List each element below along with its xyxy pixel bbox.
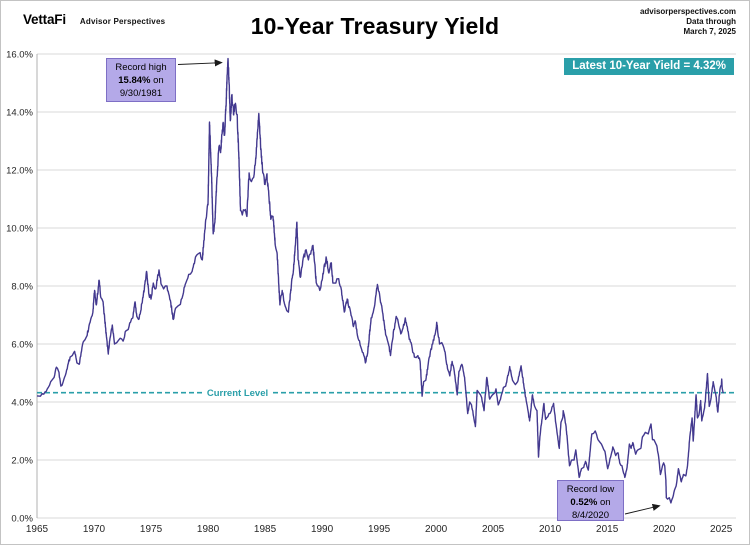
meta-site: advisorperspectives.com (639, 7, 736, 16)
y-axis-tick-labels: 0.0% 2.0% 4.0% 6.0% 8.0% 10.0% 12.0% 14.0% 16.0% (6, 50, 33, 525)
record-low-arrow (624, 503, 661, 515)
x-tick-label: 2010 (539, 524, 562, 535)
record-low-conj: on (600, 497, 611, 508)
y-tick-label: 14.0% (6, 108, 33, 119)
header-meta: advisorperspectives.com Data through Mar… (640, 7, 736, 37)
header-logo-row: VettaFi Advisor Perspectives (23, 12, 165, 27)
x-tick-label: 1975 (140, 524, 163, 535)
record-low-date: 8/4/2020 (572, 510, 609, 521)
yield-line (37, 57, 724, 504)
x-tick-label: 1995 (368, 524, 391, 535)
latest-yield-badge: Latest 10-Year Yield = 4.32% (564, 58, 734, 75)
y-tick-label: 12.0% (6, 166, 33, 177)
gridlines (36, 53, 736, 519)
y-tick-label: 0.0% (11, 514, 33, 525)
record-low-value: 0.52% (570, 497, 598, 508)
page-title: 10-Year Treasury Yield (250, 13, 500, 39)
record-high-arrow (177, 59, 223, 67)
x-tick-label: 2015 (596, 524, 619, 535)
x-tick-label: 1965 (26, 524, 49, 535)
record-high-annotation: Record high 15.84% on 9/30/1981 (106, 58, 176, 102)
x-tick-label: 1970 (83, 524, 106, 535)
x-tick-label: 2000 (425, 524, 448, 535)
x-tick-label: 2025 (710, 524, 733, 535)
y-tick-label: 4.0% (11, 398, 33, 409)
annotation-arrows (177, 59, 661, 515)
x-tick-label: 1980 (197, 524, 220, 535)
y-tick-label: 16.0% (6, 50, 33, 61)
record-low-annotation: Record low 0.52% on 8/4/2020 (557, 480, 624, 521)
yield-line-path (37, 57, 724, 504)
brand-text: Advisor Perspectives (79, 17, 166, 26)
y-tick-label: 6.0% (11, 340, 33, 351)
x-tick-label: 1990 (311, 524, 334, 535)
record-high-conj: on (153, 75, 164, 86)
meta-date: March 7, 2025 (683, 27, 736, 36)
x-tick-label: 1985 (254, 524, 277, 535)
x-axis-tick-labels: 1965 1970 1975 1980 1985 1990 1995 2000 2005 2010… (26, 524, 733, 535)
current-level-line: Current Level (37, 388, 736, 399)
x-tick-label: 2020 (653, 524, 676, 535)
record-high-value: 15.84% (118, 75, 151, 86)
record-high-date: 9/30/1981 (119, 88, 163, 99)
record-low-label: Record low (566, 484, 615, 495)
meta-data-through: Data through (686, 17, 736, 26)
y-tick-label: 8.0% (11, 282, 33, 293)
current-level-label: Current Level (207, 388, 268, 399)
y-tick-label: 10.0% (6, 224, 33, 235)
x-tick-label: 2005 (482, 524, 505, 535)
vettafi-logo: VettaFi (23, 12, 66, 27)
record-high-label: Record high (115, 62, 167, 73)
y-tick-label: 2.0% (11, 456, 33, 467)
